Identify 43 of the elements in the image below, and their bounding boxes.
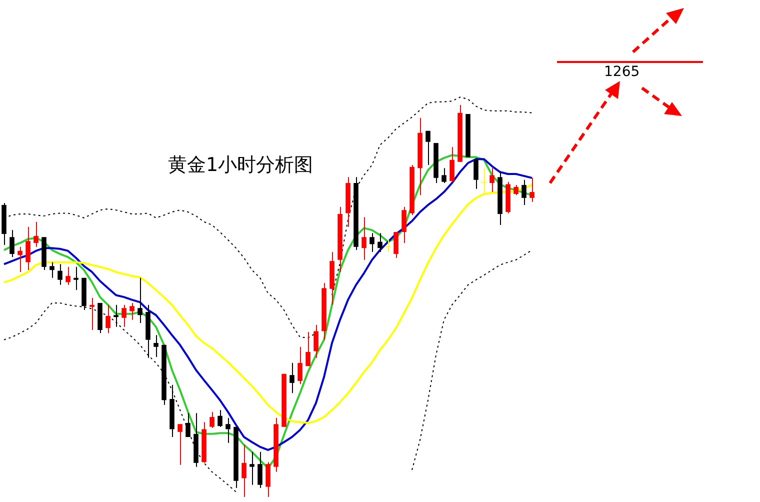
candlestick xyxy=(514,184,518,196)
candlestick xyxy=(114,304,118,328)
candlestick xyxy=(154,334,158,358)
candlestick xyxy=(450,146,454,182)
candlestick xyxy=(402,206,406,244)
candlestick xyxy=(266,462,270,498)
candlestick xyxy=(178,424,182,466)
candlestick xyxy=(226,417,230,444)
candlestick xyxy=(34,221,38,248)
candlestick xyxy=(522,179,526,206)
candlestick xyxy=(210,411,214,429)
candlestick xyxy=(250,451,254,486)
candlestick xyxy=(490,168,494,193)
candlestick xyxy=(122,304,126,328)
candlestick xyxy=(298,346,302,385)
candlestick xyxy=(186,412,190,438)
candlestick xyxy=(394,232,398,258)
candlestick xyxy=(314,324,318,358)
candlestick xyxy=(106,304,110,334)
candlestick xyxy=(290,362,294,394)
candlestick xyxy=(242,444,246,498)
candlestick xyxy=(378,232,382,252)
text: 黄金1小时分析图 xyxy=(168,153,314,178)
candlestick xyxy=(362,216,366,260)
candlestick xyxy=(370,232,374,252)
candlestick xyxy=(426,130,430,166)
candlestick xyxy=(10,230,14,258)
candlestick xyxy=(130,302,134,320)
candlestick xyxy=(26,226,30,271)
candlestick xyxy=(90,297,94,331)
candlestick xyxy=(218,409,222,428)
candlestick xyxy=(74,266,78,291)
candlestick xyxy=(258,451,262,488)
candlestick xyxy=(58,264,62,286)
candlestick xyxy=(386,239,390,252)
candlestick xyxy=(50,262,54,278)
candlestick xyxy=(138,277,142,324)
candlestick xyxy=(306,331,310,367)
candlestick xyxy=(66,266,70,286)
candlestick xyxy=(18,246,22,272)
candlestick xyxy=(442,168,446,184)
candlestick xyxy=(474,157,478,190)
candlestick xyxy=(530,177,534,202)
